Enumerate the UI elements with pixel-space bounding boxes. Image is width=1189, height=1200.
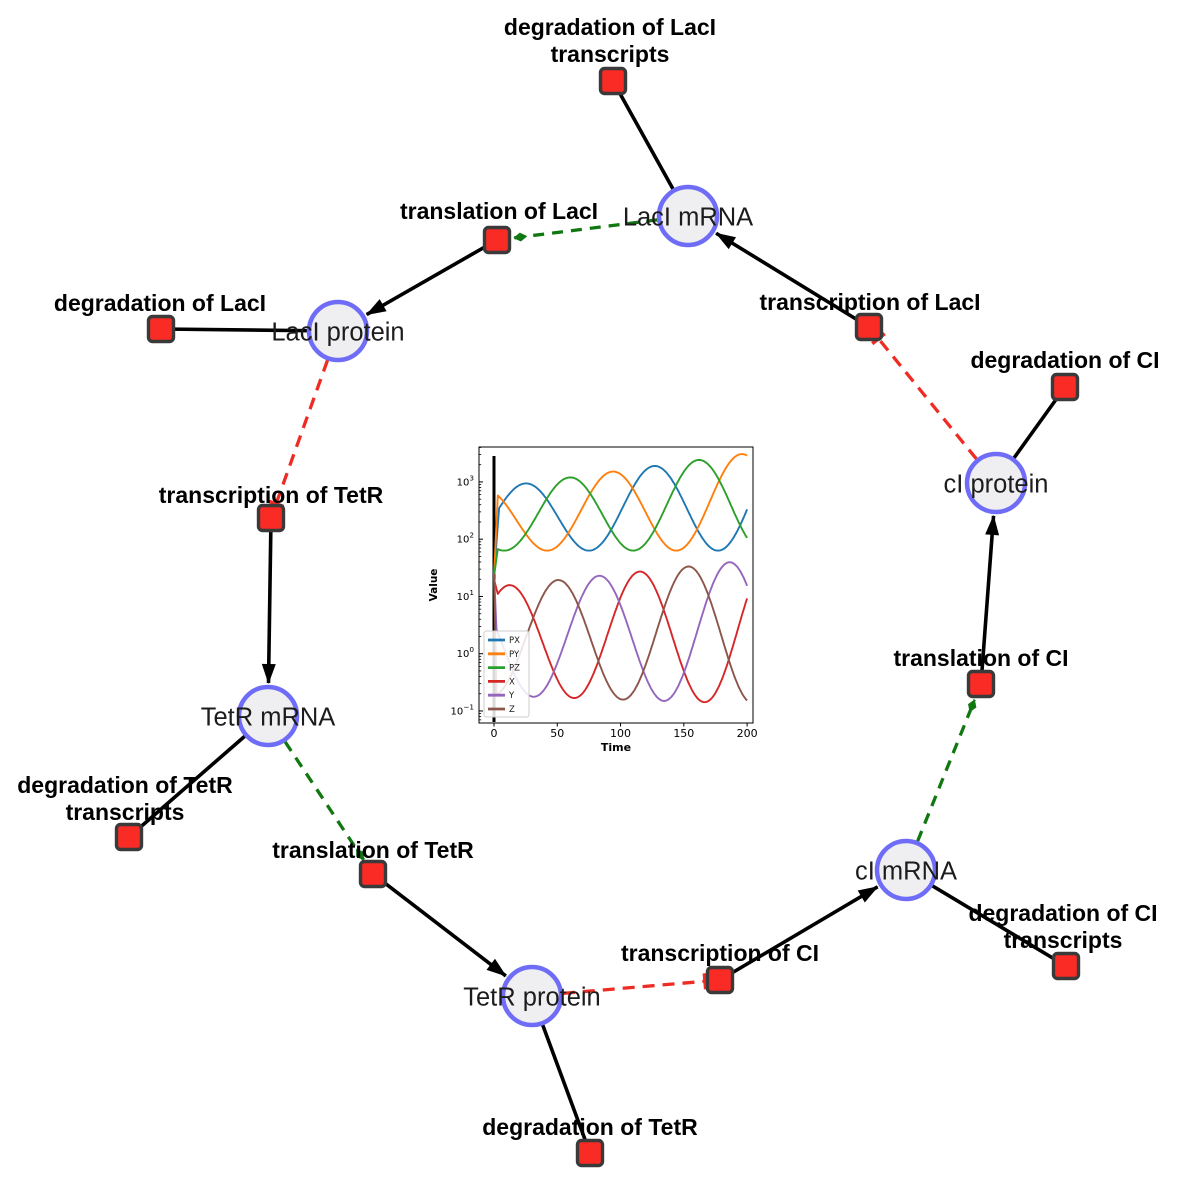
reaction-node-deg-laci-square-icon bbox=[146, 314, 176, 344]
chart-series-Y bbox=[493, 561, 748, 702]
reaction-label-deg-laci-transcripts: degradation of LacI transcripts bbox=[504, 14, 716, 67]
reaction-node-deg-tetr-transcripts-square-icon bbox=[114, 822, 144, 852]
edge-production-tx-ci-to-ci-mrna bbox=[719, 885, 879, 982]
legend-label: Y bbox=[508, 691, 515, 701]
labels-layer: degradation of LacI transcripts translatio… bbox=[17, 14, 1159, 1140]
legend-label: Z bbox=[509, 705, 515, 715]
reaction-node-transl-laci-square-icon bbox=[482, 225, 512, 255]
y-tick-label: 102 bbox=[457, 531, 474, 546]
chart-series-X bbox=[493, 570, 749, 704]
legend-label: PY bbox=[509, 650, 520, 660]
species-label-tetr-protein: TetR protein bbox=[463, 984, 601, 1012]
chart-series-Z bbox=[493, 565, 748, 702]
edge-inhibition-laci-protein-to-tx-tetr bbox=[267, 359, 330, 509]
reaction-label-tx-laci: transcription of LacI bbox=[759, 289, 980, 315]
reaction-label-deg-laci: degradation of LacI bbox=[54, 290, 266, 316]
species-label-tetr-mrna: TetR mRNA bbox=[201, 704, 336, 732]
reaction-node-deg-ci-transcripts-square-icon bbox=[1051, 951, 1081, 981]
species-node-tetr-mrna-circle-icon bbox=[236, 684, 300, 748]
edge-production-transl-tetr-to-tetr-protein bbox=[371, 872, 507, 978]
species-node-laci-protein-circle-icon bbox=[306, 299, 370, 363]
chart-series-PY bbox=[493, 453, 748, 577]
legend-item-X: X bbox=[488, 677, 515, 687]
reaction-label-deg-tetr: degradation of TetR bbox=[482, 1114, 698, 1140]
legend-box bbox=[483, 630, 530, 718]
edge-production-tx-laci-to-laci-mrna bbox=[715, 231, 870, 329]
species-node-ci-mrna-circle-icon bbox=[874, 838, 938, 902]
edge-modifier-tetr-mrna-to-transl-tetr bbox=[283, 740, 365, 861]
edge-modifier-ci-mrna-to-transl-ci bbox=[916, 699, 977, 842]
y-axis-label: Value bbox=[428, 569, 440, 602]
edge-production-transl-laci-to-laci-protein bbox=[365, 238, 498, 317]
legend-item-PZ: PZ bbox=[488, 664, 520, 674]
reaction-label-deg-tetr-transcripts: degradation of TetR transcripts bbox=[17, 772, 233, 825]
chart-series-PX bbox=[493, 464, 748, 577]
reaction-label-transl-ci: translation of CI bbox=[893, 645, 1068, 671]
x-tick-label: 100 bbox=[610, 727, 631, 740]
x-tick-label: 200 bbox=[737, 727, 758, 740]
edges-layer bbox=[127, 80, 1067, 1154]
legend-item-Z: Z bbox=[488, 705, 515, 715]
y-tick-label: 103 bbox=[457, 473, 475, 488]
chart-series-PZ bbox=[493, 458, 748, 577]
reaction-label-deg-ci-transcripts: degradation of CI transcripts bbox=[968, 900, 1157, 953]
x-axis-label: Time bbox=[601, 741, 631, 754]
legend-item-PY: PY bbox=[488, 650, 520, 660]
x-tick-label: 0 bbox=[491, 727, 498, 740]
edge-inhibition-ci-protein-to-tx-laci bbox=[871, 332, 978, 461]
species-label-ci-protein: cI protein bbox=[944, 471, 1049, 499]
inset-chart: 0 50 100 150 20010310210110010−1TimeValuePXP… bbox=[426, 436, 770, 760]
species-node-ci-protein-circle-icon bbox=[964, 451, 1028, 515]
reaction-node-tx-laci-square-icon bbox=[854, 312, 884, 342]
legend-label: PX bbox=[509, 636, 520, 646]
reaction-label-transl-tetr: translation of TetR bbox=[272, 837, 474, 863]
y-tick-label: 101 bbox=[457, 588, 474, 603]
edge-modifier-laci-mrna-to-transl-laci bbox=[513, 218, 658, 242]
chart-legend: PX PY PZ XYZ bbox=[483, 630, 530, 718]
legend-label: X bbox=[509, 677, 515, 687]
species-node-laci-mrna-circle-icon bbox=[656, 184, 720, 248]
species-label-ci-mrna: cI mRNA bbox=[855, 858, 957, 886]
reaction-node-tx-tetr-square-icon bbox=[256, 503, 286, 533]
reaction-nodes-layer bbox=[114, 66, 1081, 1168]
reaction-node-deg-laci-transcripts-square-icon bbox=[598, 66, 628, 96]
y-tick-label: 100 bbox=[457, 645, 475, 660]
legend-item-Y: Y bbox=[488, 691, 515, 701]
reaction-node-transl-tetr-square-icon bbox=[358, 859, 388, 889]
edge-production-tx-tetr-to-tetr-mrna bbox=[261, 517, 276, 685]
y-tick-label: 10−1 bbox=[451, 702, 475, 717]
species-label-laci-protein: LacI protein bbox=[271, 319, 404, 347]
species-node-tetr-protein-circle-icon bbox=[500, 964, 564, 1028]
x-tick-label: 150 bbox=[673, 727, 694, 740]
reaction-node-tx-ci-square-icon bbox=[705, 965, 735, 995]
x-tick-label: 50 bbox=[550, 727, 564, 740]
reaction-label-deg-ci: degradation of CI bbox=[970, 347, 1159, 373]
reaction-node-transl-ci-square-icon bbox=[966, 669, 996, 699]
reaction-node-deg-ci-square-icon bbox=[1050, 372, 1080, 402]
reaction-label-tx-tetr: transcription of TetR bbox=[159, 482, 384, 508]
edge-inhibition-tetr-protein-to-tx-ci bbox=[562, 973, 708, 996]
reaction-label-transl-laci: translation of LacI bbox=[400, 198, 598, 224]
species-label-laci-mrna: LacI mRNA bbox=[623, 204, 753, 232]
reaction-node-deg-tetr-square-icon bbox=[575, 1138, 605, 1168]
reaction-label-tx-ci: transcription of CI bbox=[621, 940, 819, 966]
edge-production-transl-ci-to-ci-protein bbox=[979, 514, 1000, 685]
legend-item-PX: PX bbox=[488, 636, 520, 646]
legend-label: PZ bbox=[509, 664, 520, 674]
species-nodes-layer bbox=[236, 184, 1028, 1028]
